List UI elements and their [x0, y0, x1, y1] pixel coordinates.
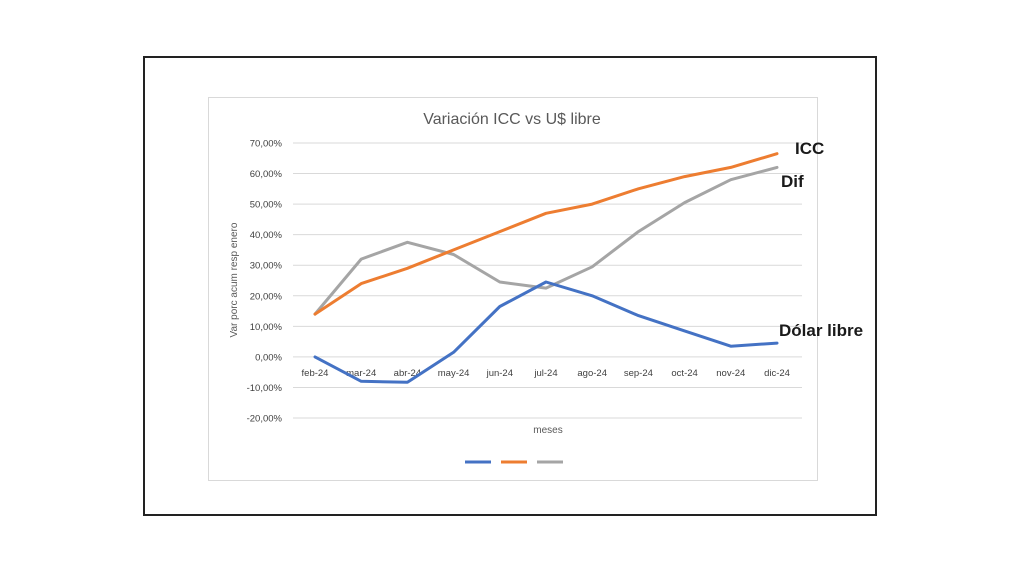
y-axis-ticks: 70,00% 60,00% 50,00% 40,00% 30,00% 20,00% 10,0…	[247, 139, 283, 425]
series-callout: ICC	[795, 139, 824, 158]
x-tick-label: abr-24	[394, 368, 421, 379]
gridlines	[293, 142, 802, 419]
y-tick-label: 0,00%	[255, 352, 282, 363]
y-axis-title: Var porc acum resp enero	[229, 222, 240, 337]
y-tick-label: -20,00%	[247, 414, 283, 425]
y-tick-label: 50,00%	[250, 200, 283, 211]
y-tick-label: 20,00%	[250, 291, 283, 302]
y-tick-label: 40,00%	[250, 230, 283, 241]
chart-area	[208, 97, 818, 481]
chart-title: Variación ICC vs U$ libre	[423, 111, 601, 128]
series-line	[313, 165, 779, 316]
x-tick-label: mar-24	[346, 368, 376, 379]
series-line	[313, 152, 779, 316]
series-lines	[313, 152, 779, 384]
series-callout: Dif	[781, 172, 804, 191]
x-tick-label: jul-24	[533, 368, 557, 379]
x-tick-label: ago-24	[577, 368, 607, 379]
y-tick-label: 30,00%	[250, 261, 283, 272]
series-line	[313, 280, 779, 384]
y-tick-label: 60,00%	[250, 169, 283, 180]
x-axis-ticks: feb-24 mar-24 abr-24 may-24 jun-24 jul-24 ago-…	[302, 368, 790, 379]
x-tick-label: may-24	[438, 368, 470, 379]
y-tick-label: 10,00%	[250, 322, 283, 333]
x-tick-label: oct-24	[671, 368, 697, 379]
x-tick-label: jun-24	[486, 368, 513, 379]
x-tick-label: feb-24	[302, 368, 329, 379]
x-axis-title: meses	[533, 425, 562, 436]
y-tick-label: -10,00%	[247, 383, 283, 394]
y-tick-label: 70,00%	[250, 139, 283, 150]
x-tick-label: dic-24	[764, 368, 790, 379]
x-tick-label: nov-24	[716, 368, 745, 379]
x-tick-label: sep-24	[624, 368, 653, 379]
series-callout: Dólar libre	[779, 321, 863, 340]
series-callouts: Dólar libre ICC Dif	[779, 139, 863, 340]
